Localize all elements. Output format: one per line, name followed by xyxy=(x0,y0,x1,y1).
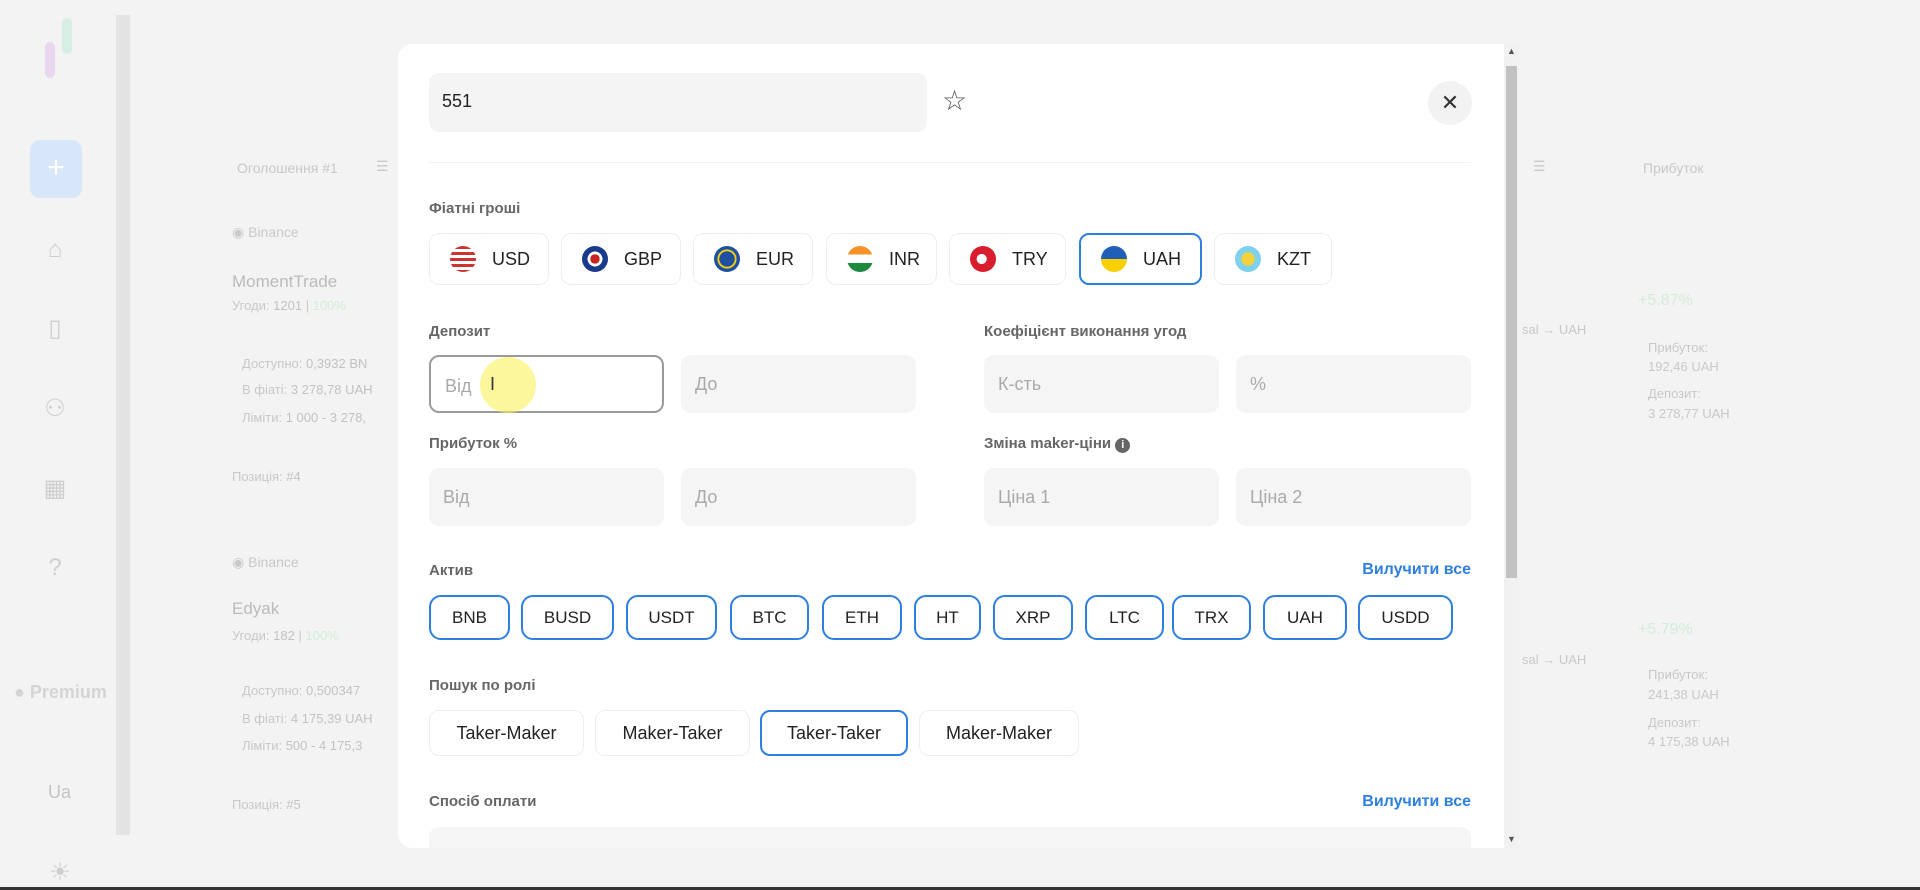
filter-icon[interactable]: ☰ xyxy=(376,158,389,174)
asset-chip[interactable]: HT xyxy=(914,595,981,640)
currency-chip-uah[interactable]: UAH xyxy=(1079,233,1202,285)
currency-chip-gbp[interactable]: GBP xyxy=(561,233,681,285)
turkey-flag-icon xyxy=(970,246,996,272)
scroll-down-icon[interactable]: ▼ xyxy=(1507,834,1516,844)
sidebar-scrollbar[interactable] xyxy=(116,15,130,835)
asset-remove-all-link[interactable]: Вилучити все xyxy=(1362,561,1471,578)
info-icon[interactable]: i xyxy=(1115,438,1131,453)
deposit-to-input[interactable]: До xyxy=(681,355,916,413)
payment-label: Спосіб оплати xyxy=(429,793,537,810)
add-button[interactable]: + xyxy=(30,140,82,198)
currency-chip-kzt[interactable]: KZT xyxy=(1214,233,1332,285)
store-icon[interactable]: ▦ xyxy=(43,475,67,502)
profit-from-input[interactable]: Від xyxy=(429,468,664,526)
maker-price-label: Зміна maker-ціни i xyxy=(984,435,1131,453)
role-chip-selected[interactable]: Taker-Taker xyxy=(760,710,908,756)
user-x-icon[interactable]: ⚇ xyxy=(44,395,66,422)
currency-chip-usd[interactable]: USD xyxy=(429,233,549,285)
ukraine-flag-icon xyxy=(1101,246,1127,272)
kazakhstan-flag-icon xyxy=(1235,246,1261,272)
premium-label[interactable]: ● Premium xyxy=(14,682,107,702)
role-label: Пошук по ролі xyxy=(429,677,536,694)
trader-name[interactable]: MomentTrade xyxy=(232,272,338,291)
eu-flag-icon xyxy=(714,246,740,272)
price1-input[interactable]: Ціна 1 xyxy=(984,468,1219,526)
deposit-from-input[interactable]: Від xyxy=(429,355,664,413)
us-flag-icon xyxy=(450,246,476,272)
asset-chip[interactable]: UAH xyxy=(1263,595,1347,640)
help-icon[interactable]: ? xyxy=(48,554,62,581)
text-cursor-icon: I xyxy=(490,374,496,394)
home-icon[interactable]: ⌂ xyxy=(47,236,63,263)
modal-scrollbar[interactable]: ▲ ▼ xyxy=(1504,44,1519,848)
completion-label: Коефіцієнт виконання угод xyxy=(984,323,1187,340)
role-chip[interactable]: Taker-Maker xyxy=(429,710,584,756)
asset-chip[interactable]: USDD xyxy=(1358,595,1453,640)
asset-chip[interactable]: USDT xyxy=(626,595,717,640)
asset-chip[interactable]: ETH xyxy=(822,595,902,640)
currency-chip-try[interactable]: TRY xyxy=(949,233,1066,285)
uk-flag-icon xyxy=(582,246,608,272)
role-chip[interactable]: Maker-Taker xyxy=(595,710,750,756)
divider xyxy=(429,162,1471,163)
column-header: Оголошення #1 xyxy=(237,160,338,176)
filter-icon[interactable]: ☰ xyxy=(1533,158,1546,174)
profit-to-input[interactable]: До xyxy=(681,468,916,526)
logo xyxy=(45,42,55,78)
price2-input[interactable]: Ціна 2 xyxy=(1236,468,1471,526)
close-button[interactable]: ✕ xyxy=(1428,81,1472,125)
premium-text: Premium xyxy=(29,682,107,702)
bottom-border xyxy=(0,887,1920,890)
profit-label: Прибуток % xyxy=(429,435,518,452)
asset-chip[interactable]: BUSD xyxy=(521,595,614,640)
currency-chip-eur[interactable]: EUR xyxy=(693,233,813,285)
star-icon[interactable]: ☆ xyxy=(942,85,968,116)
column-header-profit: Прибуток xyxy=(1643,160,1704,176)
asset-chip[interactable]: XRP xyxy=(993,595,1073,640)
asset-chip[interactable]: LTC xyxy=(1085,595,1164,640)
close-icon: ✕ xyxy=(1440,90,1460,115)
asset-chip[interactable]: BTC xyxy=(730,595,809,640)
trader-name[interactable]: Edyak xyxy=(232,599,280,618)
completion-count-input[interactable]: К-сть xyxy=(984,355,1219,413)
filter-name-input[interactable]: 551 xyxy=(429,73,927,132)
payment-remove-all-link[interactable]: Вилучити все xyxy=(1362,793,1471,810)
scroll-up-icon[interactable]: ▲ xyxy=(1507,46,1516,56)
cursor-highlight xyxy=(480,357,536,413)
asset-chip[interactable]: TRX xyxy=(1172,595,1251,640)
exchange-name: Binance xyxy=(248,224,299,240)
scrollbar-thumb[interactable] xyxy=(1506,66,1517,578)
currency-chip-inr[interactable]: INR xyxy=(826,233,937,285)
asset-label: Актив xyxy=(429,562,474,579)
india-flag-icon xyxy=(847,246,873,272)
fiat-label: Фіатні гроші xyxy=(429,200,521,217)
filter-modal: 551 ☆ ✕ Фіатні гроші USD GBP EUR INR TRY… xyxy=(398,44,1519,848)
sun-icon[interactable]: ☀ xyxy=(49,859,71,886)
logo xyxy=(62,18,72,54)
asset-chip[interactable]: BNB xyxy=(429,595,510,640)
bookmark-icon[interactable]: ▯ xyxy=(48,315,62,342)
payment-method-input[interactable] xyxy=(429,827,1471,848)
completion-percent-input[interactable]: % xyxy=(1236,355,1471,413)
language-switch[interactable]: Ua xyxy=(48,782,72,802)
role-chip[interactable]: Maker-Maker xyxy=(919,710,1079,756)
deposit-label: Депозит xyxy=(429,323,491,340)
